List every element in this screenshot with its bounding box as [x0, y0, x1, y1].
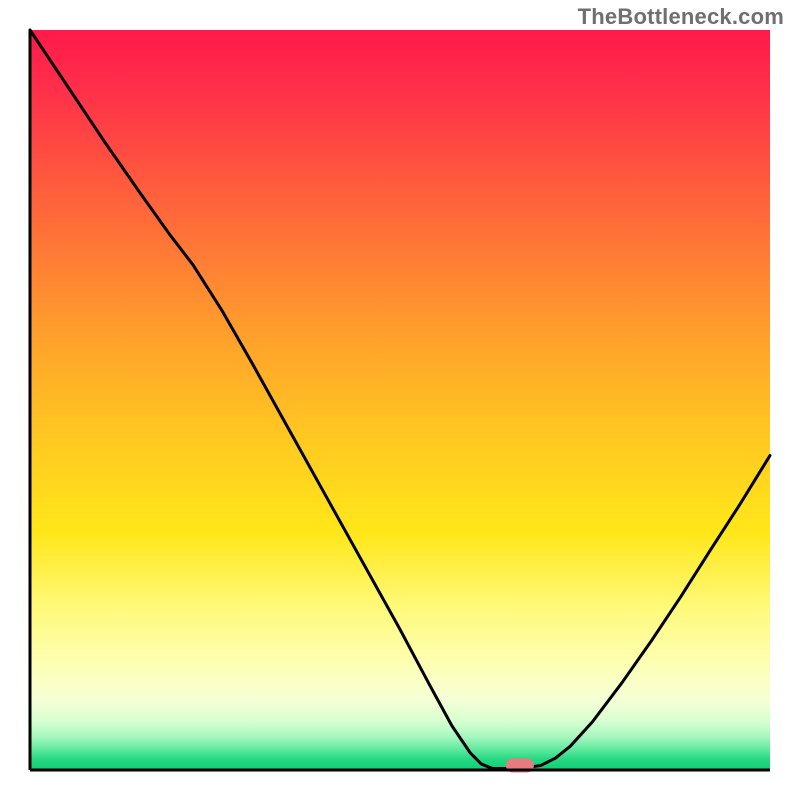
- plot-background: [30, 30, 770, 770]
- watermark-text: TheBottleneck.com: [578, 4, 784, 30]
- bottleneck-chart: TheBottleneck.com: [0, 0, 800, 800]
- chart-svg: [0, 0, 800, 800]
